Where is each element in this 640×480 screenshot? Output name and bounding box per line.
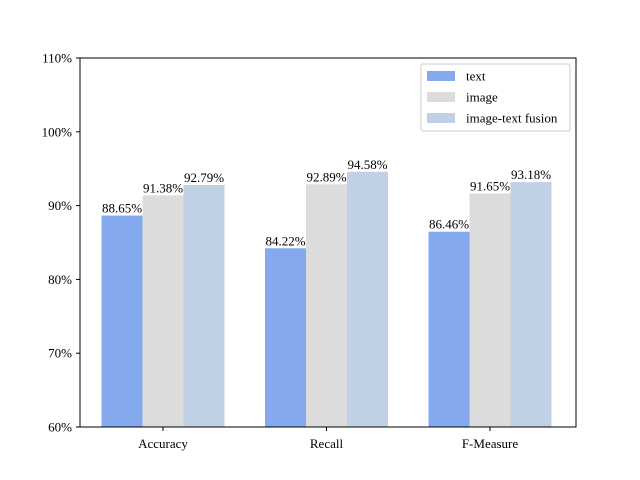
legend-label: image-text fusion — [466, 111, 558, 126]
bar-text-f-measure — [428, 231, 470, 427]
bar-value-label: 91.65% — [470, 178, 510, 193]
y-tick-label: 110% — [42, 51, 72, 66]
bars-group — [101, 171, 552, 427]
bar-text-recall — [265, 248, 306, 427]
y-tick-label: 80% — [48, 272, 72, 287]
x-tick-label: Accuracy — [138, 436, 188, 451]
x-tick-label: Recall — [310, 436, 344, 451]
bar-image-f-measure — [469, 193, 511, 427]
x-axis: Accuracy Recall F-Measure — [138, 427, 518, 451]
legend-swatch — [427, 113, 455, 123]
x-tick-label: F-Measure — [462, 436, 519, 451]
bar-value-label: 93.18% — [511, 167, 551, 182]
bar-value-label: 94.58% — [347, 157, 387, 172]
bar-image-text-fusion-f-measure — [510, 182, 552, 427]
y-tick-label: 100% — [42, 124, 73, 139]
plot-frame — [79, 57, 577, 428]
bar-value-label: 86.46% — [429, 217, 469, 232]
legend: text image image-text fusion — [420, 63, 571, 132]
bar-value-label: 91.38% — [143, 180, 183, 195]
bar-value-label: 92.79% — [184, 170, 224, 185]
legend-frame — [420, 63, 571, 132]
legend-swatch — [427, 92, 455, 102]
y-tick-label: 60% — [48, 420, 72, 435]
y-tick-label: 70% — [48, 346, 72, 361]
legend-label: image — [466, 90, 498, 105]
legend-swatch — [427, 71, 455, 81]
bar-value-label: 84.22% — [265, 233, 305, 248]
bar-image-recall — [306, 184, 347, 427]
y-tick-label: 90% — [48, 198, 72, 213]
y-axis: 60% 70% 80% 90% 100% 110% — [42, 51, 80, 435]
bar-value-label: 88.65% — [102, 201, 142, 216]
bar-image-accuracy — [142, 195, 184, 427]
bar-value-labels: 88.65%91.38%92.79% 84.22% 92.89%94.58% 86.4… — [102, 157, 551, 248]
legend-label: text — [466, 69, 486, 84]
bar-text-accuracy — [101, 215, 143, 427]
bar-image-text-fusion-recall — [347, 171, 388, 427]
bar-image-text-fusion-accuracy — [183, 185, 225, 427]
bar-value-label: 92.89% — [306, 169, 346, 184]
